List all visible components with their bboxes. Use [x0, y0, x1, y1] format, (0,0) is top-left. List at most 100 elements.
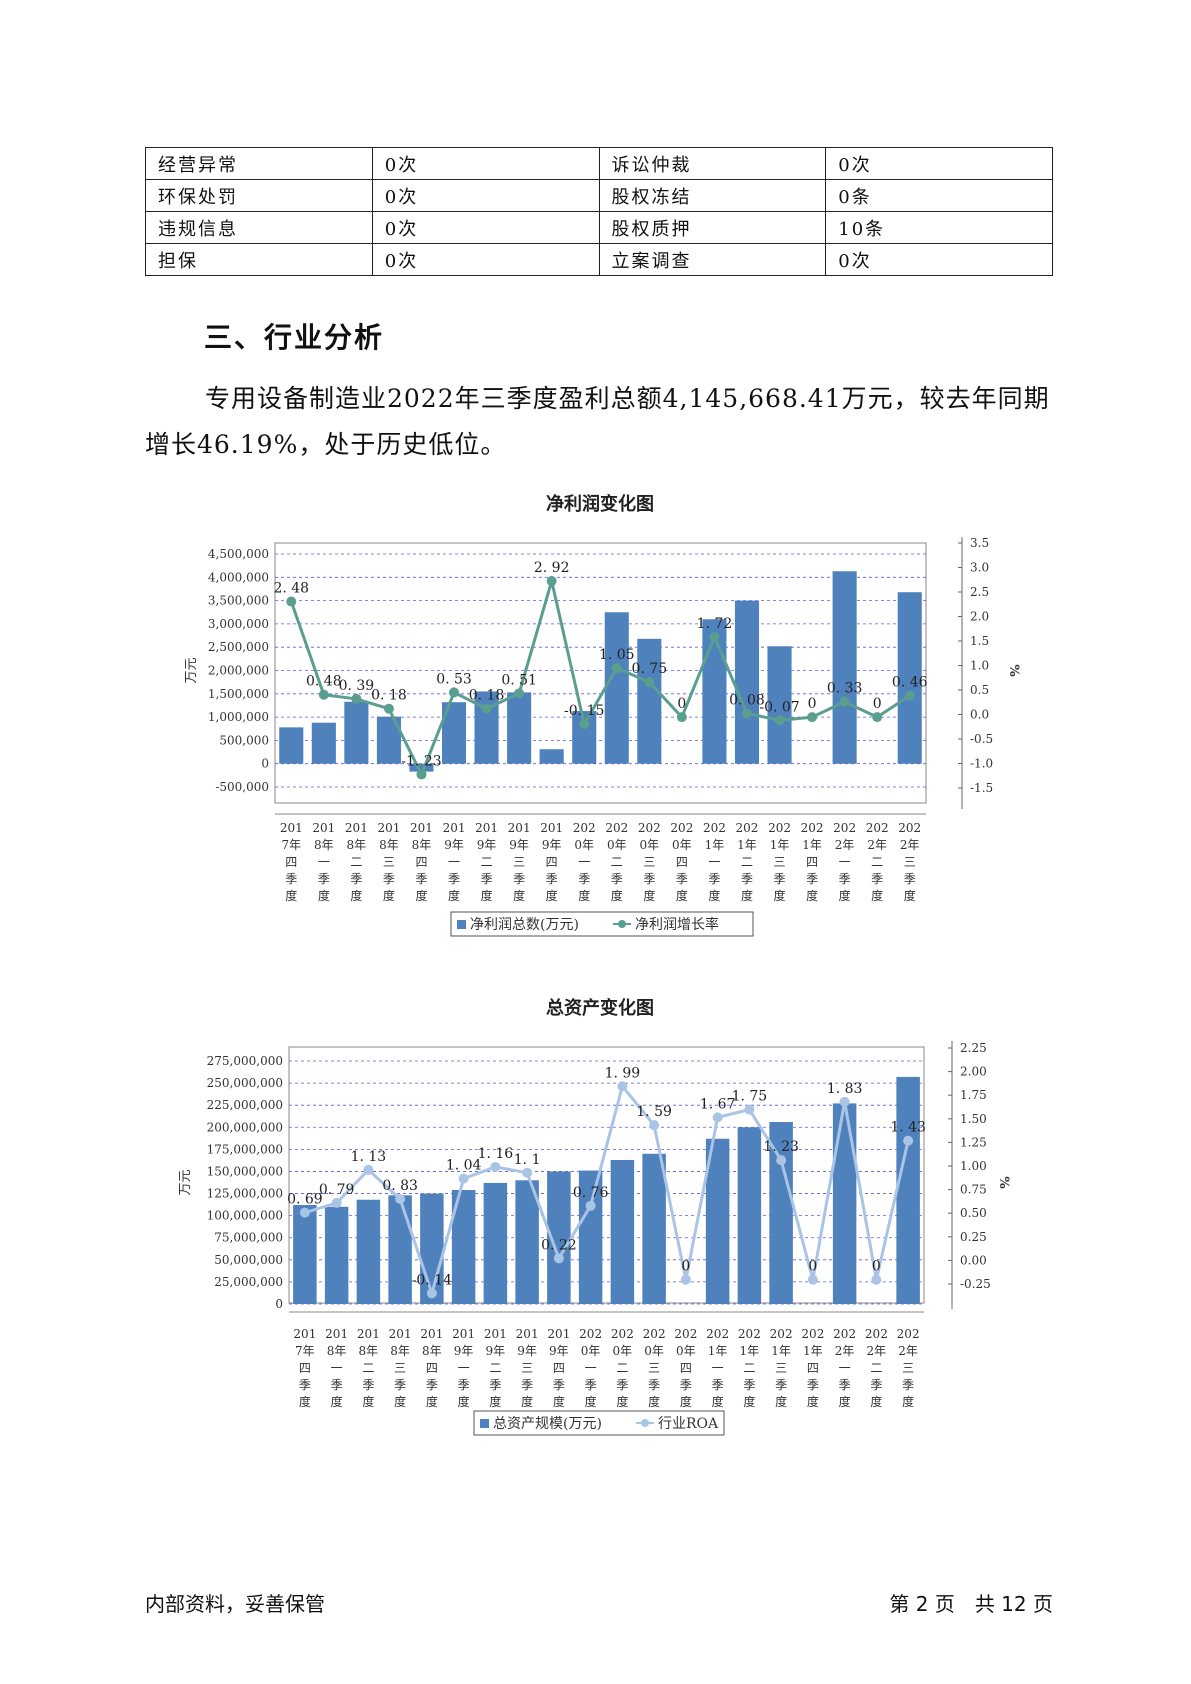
x-tick-label: 202 1年三季度 — [768, 821, 791, 903]
legend: 总资产规模(万元) 行业ROA — [473, 1410, 725, 1436]
risk-label-cell: 担保 — [145, 243, 373, 276]
risk-label-cell: 股权冻结 — [598, 179, 827, 212]
y-tick-label: 100,000,000 — [207, 1209, 283, 1223]
y2-tick-label: 3.5 — [970, 536, 989, 550]
bar — [705, 1138, 730, 1304]
x-tick-label: 201 8年一季度 — [312, 821, 335, 903]
bar — [324, 1206, 349, 1304]
bar — [734, 600, 760, 764]
series-point — [553, 1253, 564, 1264]
x-tick-label: 201 9年二季度 — [475, 821, 498, 903]
legend-item-line: 行业ROA — [658, 1416, 719, 1432]
x-tick-label: 202 1年三季度 — [770, 1327, 793, 1409]
series-data-label: 0 — [681, 1259, 690, 1275]
series-data-label: 0 — [873, 696, 882, 712]
x-tick-label: 202 2年一季度 — [833, 821, 856, 903]
series-data-label: 0. 39 — [339, 678, 375, 694]
series-point — [481, 703, 492, 714]
series-point — [351, 693, 362, 704]
risk-table-row: 担保 0次 立案调查 0次 — [145, 243, 1053, 276]
x-tick-label: 202 0年二季度 — [611, 1327, 634, 1409]
bar — [539, 749, 564, 764]
series-line — [289, 575, 911, 779]
y-tick-label: 500,000 — [219, 733, 269, 747]
legend: 净利润总数(万元) 净利润增长率 — [450, 911, 754, 937]
series-data-label: 0. 76 — [573, 1185, 609, 1201]
x-tick-label: 201 7年四季度 — [280, 821, 303, 903]
risk-label-cell: 立案调查 — [598, 243, 827, 276]
y-tick-label: 225,000,000 — [207, 1098, 283, 1112]
bar — [409, 763, 434, 772]
y-axis-label: 万元 — [178, 1169, 193, 1195]
y-tick-label: 4,000,000 — [208, 570, 269, 584]
y-tick-label: -500,000 — [215, 780, 269, 794]
risk-value-cell: 0次 — [371, 243, 600, 276]
y-tick-label: 50,000,000 — [214, 1253, 283, 1267]
x-tick-label: 201 8年四季度 — [420, 1327, 443, 1409]
y2-tick-label: -0.25 — [960, 1277, 991, 1291]
series-point — [416, 769, 427, 780]
bar — [515, 1180, 539, 1304]
section-paragraph: 专用设备制造业2022年三季度盈利总额4,145,668.41万元，较去年同期增… — [145, 384, 1050, 459]
series-point — [318, 689, 329, 700]
series-data-label: 0. 51 — [501, 672, 537, 688]
x-tick-label: 201 9年一季度 — [452, 1327, 475, 1409]
series-point — [904, 690, 915, 701]
series-point — [611, 663, 622, 674]
series-data-label: 1. 43 — [890, 1120, 926, 1136]
bar — [896, 1076, 920, 1304]
net-profit-chart: 净利润变化图 4,500,000 4,000,000 3,500,000 3,000,0… — [184, 493, 1021, 937]
risk-label-cell: 环保处罚 — [145, 179, 373, 212]
y2-tick-label: 1.0 — [970, 659, 989, 673]
footer-confidential-note: 内部资料，妥善保管 — [145, 1592, 325, 1616]
x-tick-label: 201 8年一季度 — [325, 1327, 348, 1409]
series-point — [299, 1207, 310, 1218]
bar — [769, 1121, 793, 1304]
series-data-label: 0. 53 — [436, 671, 472, 687]
series-data-label: 0. 46 — [892, 675, 928, 691]
x-tick-label: 202 2年二季度 — [865, 1327, 888, 1409]
risk-table: 经营异常 0次 诉讼仲裁 0次 环保处罚 0次 股权冻结 0条 违规信息 0次 股权质押 10条 担保 0… — [145, 147, 1053, 276]
series-point — [617, 1081, 628, 1092]
y-tick-label: 200,000,000 — [207, 1120, 283, 1134]
x-tick-label: 201 9年二季度 — [484, 1327, 507, 1409]
x-tick-label: 202 1年一季度 — [706, 1327, 729, 1409]
bar — [311, 722, 336, 764]
series-point — [449, 687, 460, 698]
x-tick-label: 202 0年三季度 — [643, 1327, 666, 1409]
y-tick-label: 150,000,000 — [207, 1164, 283, 1178]
x-tick-label: 202 2年三季度 — [897, 1327, 920, 1409]
chart-title: 总资产变化图 — [546, 997, 654, 1019]
y2-tick-label: 0.25 — [960, 1230, 987, 1244]
legend-item-line: 净利润增长率 — [635, 916, 719, 933]
section-title: 三、行业分析 — [204, 321, 385, 354]
series-data-label: 1. 59 — [636, 1104, 672, 1120]
x-tick-label: 201 7年四季度 — [293, 1327, 316, 1409]
total-assets-chart: 总资产变化图 275,000,000 250,000,000 225,000,000 2… — [178, 997, 1011, 1436]
bar — [767, 646, 792, 764]
y-tick-label: 2,500,000 — [208, 640, 269, 654]
y-tick-label: 0 — [275, 1297, 283, 1311]
series-data-label: 1. 67 — [700, 1096, 736, 1112]
y-tick-label: 2,000,000 — [208, 664, 269, 678]
risk-value-cell: 0次 — [371, 211, 600, 244]
series-point — [522, 1167, 533, 1178]
bar — [356, 1199, 381, 1304]
series-point — [741, 708, 752, 719]
x-tick-label: 201 9年一季度 — [443, 821, 466, 903]
risk-value-cell: 0条 — [825, 179, 1053, 212]
bar — [451, 1190, 476, 1304]
y2-tick-label: 1.5 — [970, 634, 989, 648]
series-data-label: 0. 83 — [382, 1178, 418, 1194]
x-tick-label: 201 8年四季度 — [410, 821, 433, 903]
series-data-label: 0 — [808, 696, 817, 712]
series-point — [579, 719, 590, 730]
x-tick-label: 201 9年三季度 — [508, 821, 531, 903]
y-tick-label: 125,000,000 — [207, 1187, 283, 1201]
series-data-label: 0. 79 — [319, 1182, 355, 1198]
series-point — [585, 1200, 596, 1211]
y2-tick-label: 2.25 — [960, 1041, 987, 1055]
y-tick-label: 3,500,000 — [208, 594, 269, 608]
risk-label-cell: 违规信息 — [145, 211, 373, 244]
y-tick-label: 275,000,000 — [207, 1054, 283, 1068]
